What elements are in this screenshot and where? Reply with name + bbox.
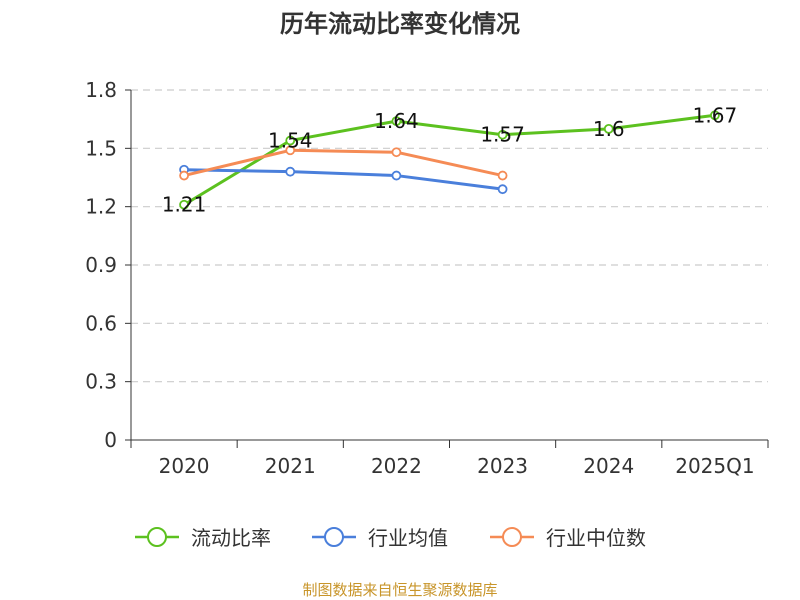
legend-item-3[interactable]: 行业中位数 — [490, 526, 646, 550]
data-label: 1.54 — [268, 129, 313, 153]
x-tick-label: 2023 — [477, 454, 528, 478]
y-tick-label: 1.8 — [85, 78, 117, 102]
data-point — [497, 129, 508, 140]
x-tick-label: 2025Q1 — [675, 454, 754, 478]
data-point — [603, 123, 614, 134]
y-tick-label: 0.3 — [85, 370, 117, 394]
series-line-3 — [183, 148, 503, 178]
legend-marker — [147, 527, 167, 547]
series-lines — [179, 110, 720, 210]
legend-marker — [324, 527, 344, 547]
legend-label: 行业均值 — [368, 526, 448, 550]
y-tick-label: 0 — [104, 428, 117, 452]
legend[interactable]: 流动比率 行业均值 行业中位数 — [135, 526, 646, 550]
x-tick-label: 2020 — [159, 454, 210, 478]
data-point — [179, 170, 189, 181]
data-label: 1.57 — [480, 123, 525, 147]
legend-item-1[interactable]: 流动比率 — [135, 526, 271, 550]
data-labels: 1.21 1.54 1.64 1.57 1.6 1.67 — [162, 103, 737, 216]
data-label: 1.21 — [162, 193, 207, 217]
legend-marker — [502, 527, 522, 547]
data-point — [391, 147, 402, 158]
data-point — [497, 184, 508, 195]
x-tick-label: 2021 — [265, 454, 316, 478]
data-label: 1.64 — [374, 109, 419, 133]
y-tick-label: 0.9 — [85, 253, 117, 277]
chart-title: 历年流动比率变化情况 — [280, 10, 520, 38]
x-tick-label: 2022 — [371, 454, 422, 478]
data-point — [285, 145, 296, 156]
source-note: 制图数据来自恒生聚源数据库 — [302, 581, 497, 599]
x-tick-label: 2024 — [583, 454, 634, 478]
y-tick-label: 0.6 — [85, 311, 117, 335]
data-point — [391, 170, 402, 181]
data-label: 1.67 — [693, 103, 738, 127]
data-point — [179, 199, 189, 210]
legend-item-2[interactable]: 行业均值 — [312, 526, 448, 550]
data-point — [391, 116, 402, 127]
y-tick-label: 1.5 — [85, 136, 117, 160]
data-label: 1.6 — [593, 117, 625, 141]
data-point — [710, 110, 720, 121]
data-point — [285, 135, 296, 146]
axes: 0 0.3 0.6 0.9 1.2 1.5 1.8 2020 2021 2022 2023 2024 2… — [85, 78, 769, 478]
data-point — [285, 166, 296, 177]
grid-lines — [131, 89, 768, 383]
series-line-2 — [184, 168, 503, 191]
legend-label: 流动比率 — [191, 526, 271, 550]
legend-label: 行业中位数 — [546, 526, 646, 550]
data-point — [497, 170, 508, 181]
series-line-1 — [183, 113, 716, 207]
y-tick-label: 1.2 — [85, 195, 117, 219]
